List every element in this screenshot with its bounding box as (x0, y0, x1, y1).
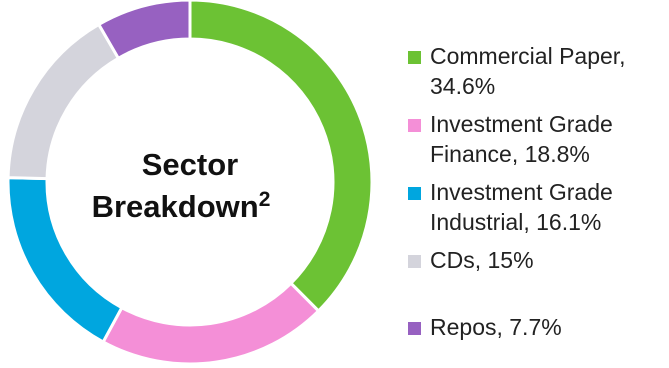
donut-slice-investment-grade-finance (101, 281, 321, 366)
legend-swatch (408, 255, 421, 268)
center-title-line-1: Sector (142, 147, 238, 182)
legend-label-line: Repos, 7.7% (430, 314, 562, 340)
legend-swatch (408, 187, 421, 200)
legend-label-line: Investment Grade (430, 179, 613, 205)
legend-label: Investment Grade Industrial, 16.1% (430, 177, 666, 237)
donut-chart: Sector Breakdown2 (6, 0, 374, 366)
legend-swatch (408, 51, 421, 64)
center-title-line-2: Breakdown2 (92, 188, 271, 224)
legend-label: Repos, 7.7% (430, 312, 666, 342)
center-title-line-2-text: Breakdown (92, 189, 259, 224)
donut-slice-repos (96, 0, 192, 61)
legend-label: CDs, 15% (430, 245, 666, 275)
donut-slice-cds (6, 22, 121, 181)
legend-label-line: 34.6% (430, 73, 496, 99)
legend-label: Investment Grade Finance, 18.8% (430, 109, 666, 169)
legend-swatch (408, 322, 421, 335)
legend-label-line: Industrial, 16.1% (430, 209, 602, 235)
legend-label-line: CDs, 15% (430, 247, 534, 273)
donut-slice-commercial-paper (188, 0, 374, 314)
legend-label-line: Finance, 18.8% (430, 141, 590, 167)
legend-swatch (408, 119, 421, 132)
legend-label: Commercial Paper, 34.6% (430, 41, 666, 101)
slice-layer (6, 0, 374, 366)
center-title-superscript: 2 (259, 188, 271, 211)
legend-label-line: Commercial Paper, (430, 43, 626, 69)
legend-label-line: Investment Grade (430, 111, 613, 137)
